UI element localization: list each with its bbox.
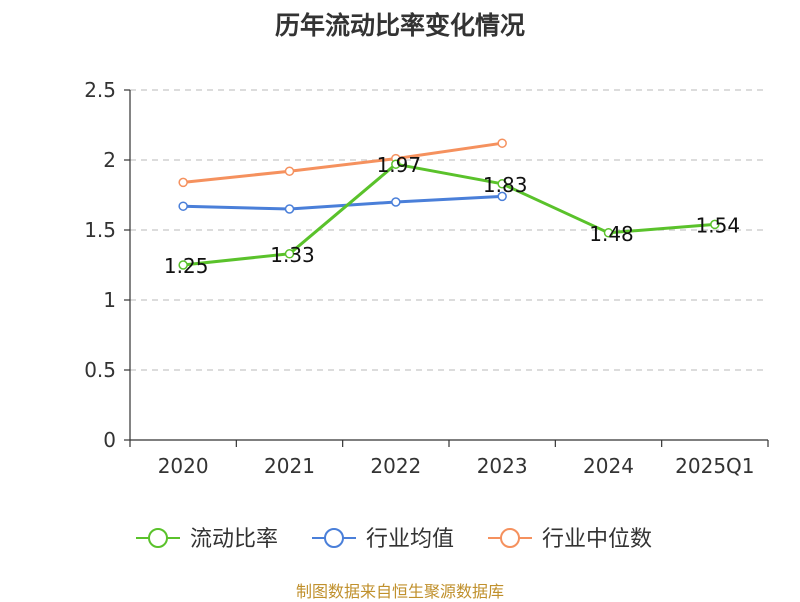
y-tick-label: 2 — [103, 148, 116, 172]
x-tick-label: 2025Q1 — [675, 454, 754, 478]
x-tick-label: 2024 — [583, 454, 634, 478]
axis-layer: 0 0.5 1 1.5 2 2.5 2020 2021 2022 2023 2024 2025Q1 — [84, 78, 769, 478]
y-tick-label: 0.5 — [84, 358, 116, 382]
data-point — [497, 138, 507, 148]
data-point — [497, 179, 507, 189]
data-label: 1.25 — [164, 254, 209, 278]
data-label: 1.97 — [377, 153, 422, 177]
series-line-3 — [183, 141, 503, 184]
legend-label: 行业中位数 — [542, 527, 652, 552]
data-point — [178, 177, 188, 188]
data-point — [391, 197, 401, 207]
data-point — [497, 191, 507, 202]
legend-label: 行业均值 — [366, 527, 454, 552]
y-tick-label: 2.5 — [84, 78, 116, 102]
data-point — [284, 166, 295, 176]
x-tick-label: 2022 — [370, 454, 421, 478]
chart-title: 历年流动比率变化情况 — [274, 11, 525, 40]
source-note: 制图数据来自恒生聚源数据库 — [295, 582, 504, 601]
series-line-2 — [183, 194, 503, 211]
data-point — [178, 260, 188, 270]
legend-marker — [500, 528, 520, 548]
data-point — [178, 201, 188, 211]
series-layer — [178, 138, 720, 270]
data-label: 1.33 — [270, 243, 315, 267]
legend-label: 流动比率 — [190, 527, 278, 552]
data-point — [710, 219, 720, 230]
x-tick-label: 2023 — [477, 454, 528, 478]
grid-layer — [130, 89, 768, 371]
legend: 流动比率 行业均值 行业中位数 — [136, 527, 652, 552]
y-tick-label: 0 — [103, 428, 116, 452]
x-tick-label: 2021 — [264, 454, 315, 478]
data-label-layer: 1.25 1.33 1.97 1.83 1.48 1.54 — [164, 153, 740, 278]
data-point — [603, 228, 614, 238]
y-tick-label: 1.5 — [84, 218, 116, 242]
data-point — [391, 159, 401, 169]
data-point — [284, 204, 295, 214]
data-label: 1.83 — [483, 173, 528, 197]
x-tick-label: 2020 — [158, 454, 209, 478]
legend-marker — [148, 528, 168, 548]
y-tick-label: 1 — [103, 288, 116, 312]
legend-marker — [324, 528, 344, 548]
data-point — [284, 249, 295, 259]
series-line-1 — [183, 162, 715, 267]
data-label: 1.48 — [589, 222, 634, 246]
data-label: 1.54 — [696, 213, 741, 237]
